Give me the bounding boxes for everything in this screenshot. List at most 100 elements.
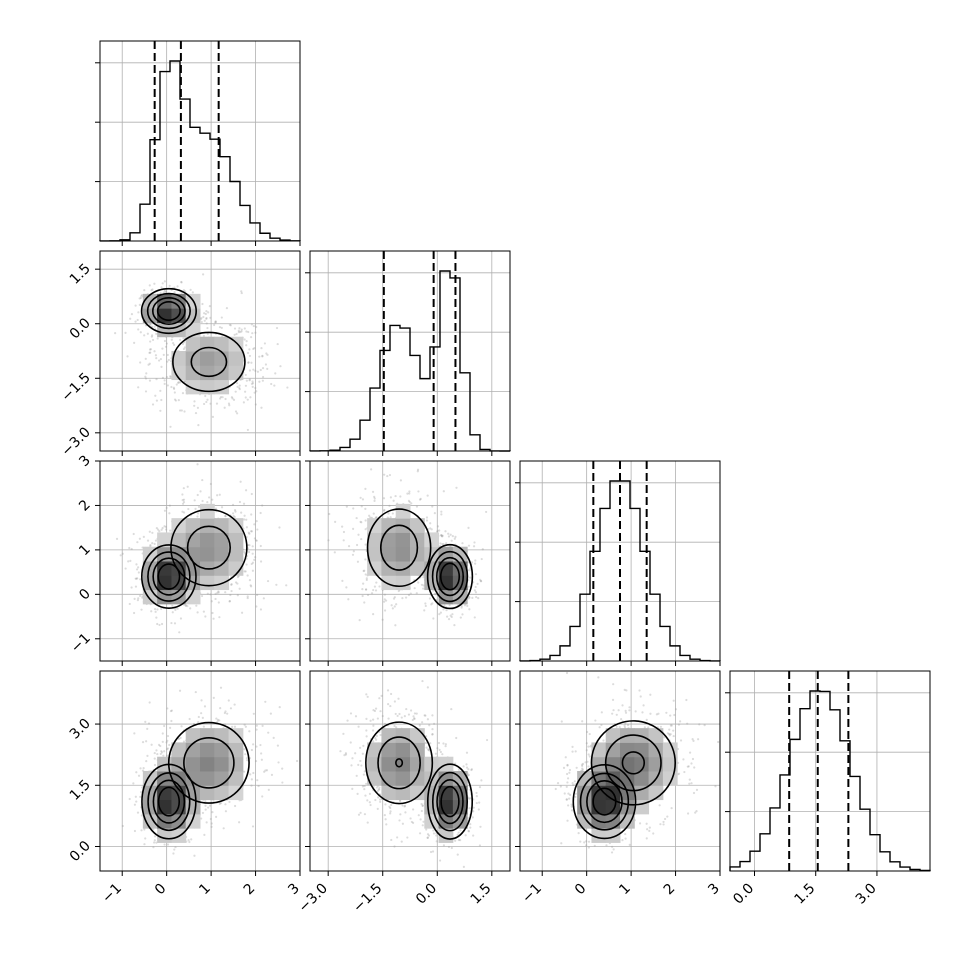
scatter-point (480, 779, 483, 782)
scatter-point (360, 537, 363, 541)
scatter-point (379, 710, 382, 713)
scatter-point (383, 473, 386, 476)
scatter-point (209, 804, 212, 807)
scatter-point (254, 369, 257, 372)
scatter-point (246, 595, 249, 598)
joint-panel-3-4 (519, 670, 721, 872)
scatter-point (254, 331, 257, 334)
scatter-point (371, 490, 375, 493)
scatter-point (238, 384, 241, 387)
scatter-point (188, 717, 191, 721)
scatter-point (165, 290, 168, 294)
scatter-point (134, 585, 138, 588)
density-cell (185, 589, 201, 605)
scatter-point (474, 562, 477, 565)
scatter-point (177, 381, 180, 384)
scatter-point (470, 768, 473, 771)
scatter-point (222, 827, 225, 830)
scatter-point (143, 843, 146, 846)
scatter-point (246, 596, 249, 600)
scatter-point (245, 344, 248, 347)
scatter-point (378, 786, 381, 789)
scatter-point (432, 829, 435, 832)
scatter-point (227, 699, 230, 702)
scatter-point (253, 558, 256, 561)
scatter-point (370, 592, 374, 595)
scatter-point (165, 375, 169, 379)
scatter-point (227, 402, 231, 405)
contour-line (377, 736, 421, 790)
x-tick-label: 1.5 (791, 881, 818, 908)
scatter-point (464, 834, 467, 837)
scatter-point (256, 593, 259, 597)
scatter-point (254, 539, 258, 542)
scatter-point (250, 382, 254, 385)
scatter-point (171, 341, 175, 345)
scatter-point (261, 367, 265, 370)
scatter-point (413, 717, 416, 720)
scatter-point (364, 519, 367, 522)
scatter-point (218, 326, 222, 329)
scatter-point (200, 317, 203, 320)
scatter-point (425, 516, 429, 519)
density-cell (395, 771, 411, 786)
scatter-point (144, 837, 147, 840)
scatter-point (193, 499, 196, 502)
scatter-point (165, 748, 169, 751)
scatter-point (472, 545, 476, 548)
scatter-point (359, 496, 362, 499)
scatter-point (472, 834, 475, 837)
scatter-point (166, 734, 170, 738)
scatter-point (376, 789, 379, 793)
scatter-point (255, 745, 258, 748)
scatter-point (374, 589, 378, 592)
scatter-point (250, 323, 253, 326)
scatter-point (173, 622, 177, 625)
scatter-point (339, 750, 342, 753)
scatter-point (261, 504, 264, 507)
scatter-point (163, 339, 167, 343)
scatter-point (394, 624, 397, 627)
scatter-point (201, 499, 204, 503)
scatter-point (459, 839, 462, 842)
scatter-point (479, 580, 482, 583)
scatter-point (418, 724, 421, 727)
scatter-point (243, 723, 246, 726)
scatter-point (206, 398, 209, 401)
scatter-point (245, 339, 248, 343)
scatter-point (143, 828, 146, 831)
scatter-point (365, 782, 368, 785)
scatter-point (182, 498, 186, 501)
density-cell (171, 365, 187, 381)
scatter-point (375, 734, 378, 738)
scatter-point (204, 394, 207, 398)
contour-line (435, 556, 465, 597)
scatter-point (161, 732, 164, 735)
scatter-point (194, 411, 198, 415)
density-cell (200, 532, 215, 548)
scatter-point (136, 811, 140, 814)
scatter-point (378, 697, 381, 700)
scatter-point (172, 453, 174, 455)
scatter-point (421, 679, 424, 683)
scatter-point (405, 707, 408, 711)
scatter-point (439, 542, 442, 545)
scatter-point (145, 372, 148, 375)
scatter-point (133, 597, 136, 601)
scatter-point (249, 530, 253, 533)
scatter-point (126, 355, 129, 358)
scatter-point (695, 810, 698, 813)
density-cell (185, 379, 201, 395)
scatter-point (439, 750, 442, 754)
scatter-point (419, 497, 422, 500)
scatter-point (119, 554, 122, 557)
scatter-point (365, 729, 368, 732)
scatter-point (151, 334, 154, 337)
scatter-point (251, 382, 255, 385)
contour-line (431, 550, 469, 603)
density-cell (395, 742, 411, 758)
scatter-point (415, 592, 418, 595)
scatter-point (362, 582, 365, 585)
scatter-point (416, 468, 420, 471)
scatter-point (455, 736, 458, 740)
